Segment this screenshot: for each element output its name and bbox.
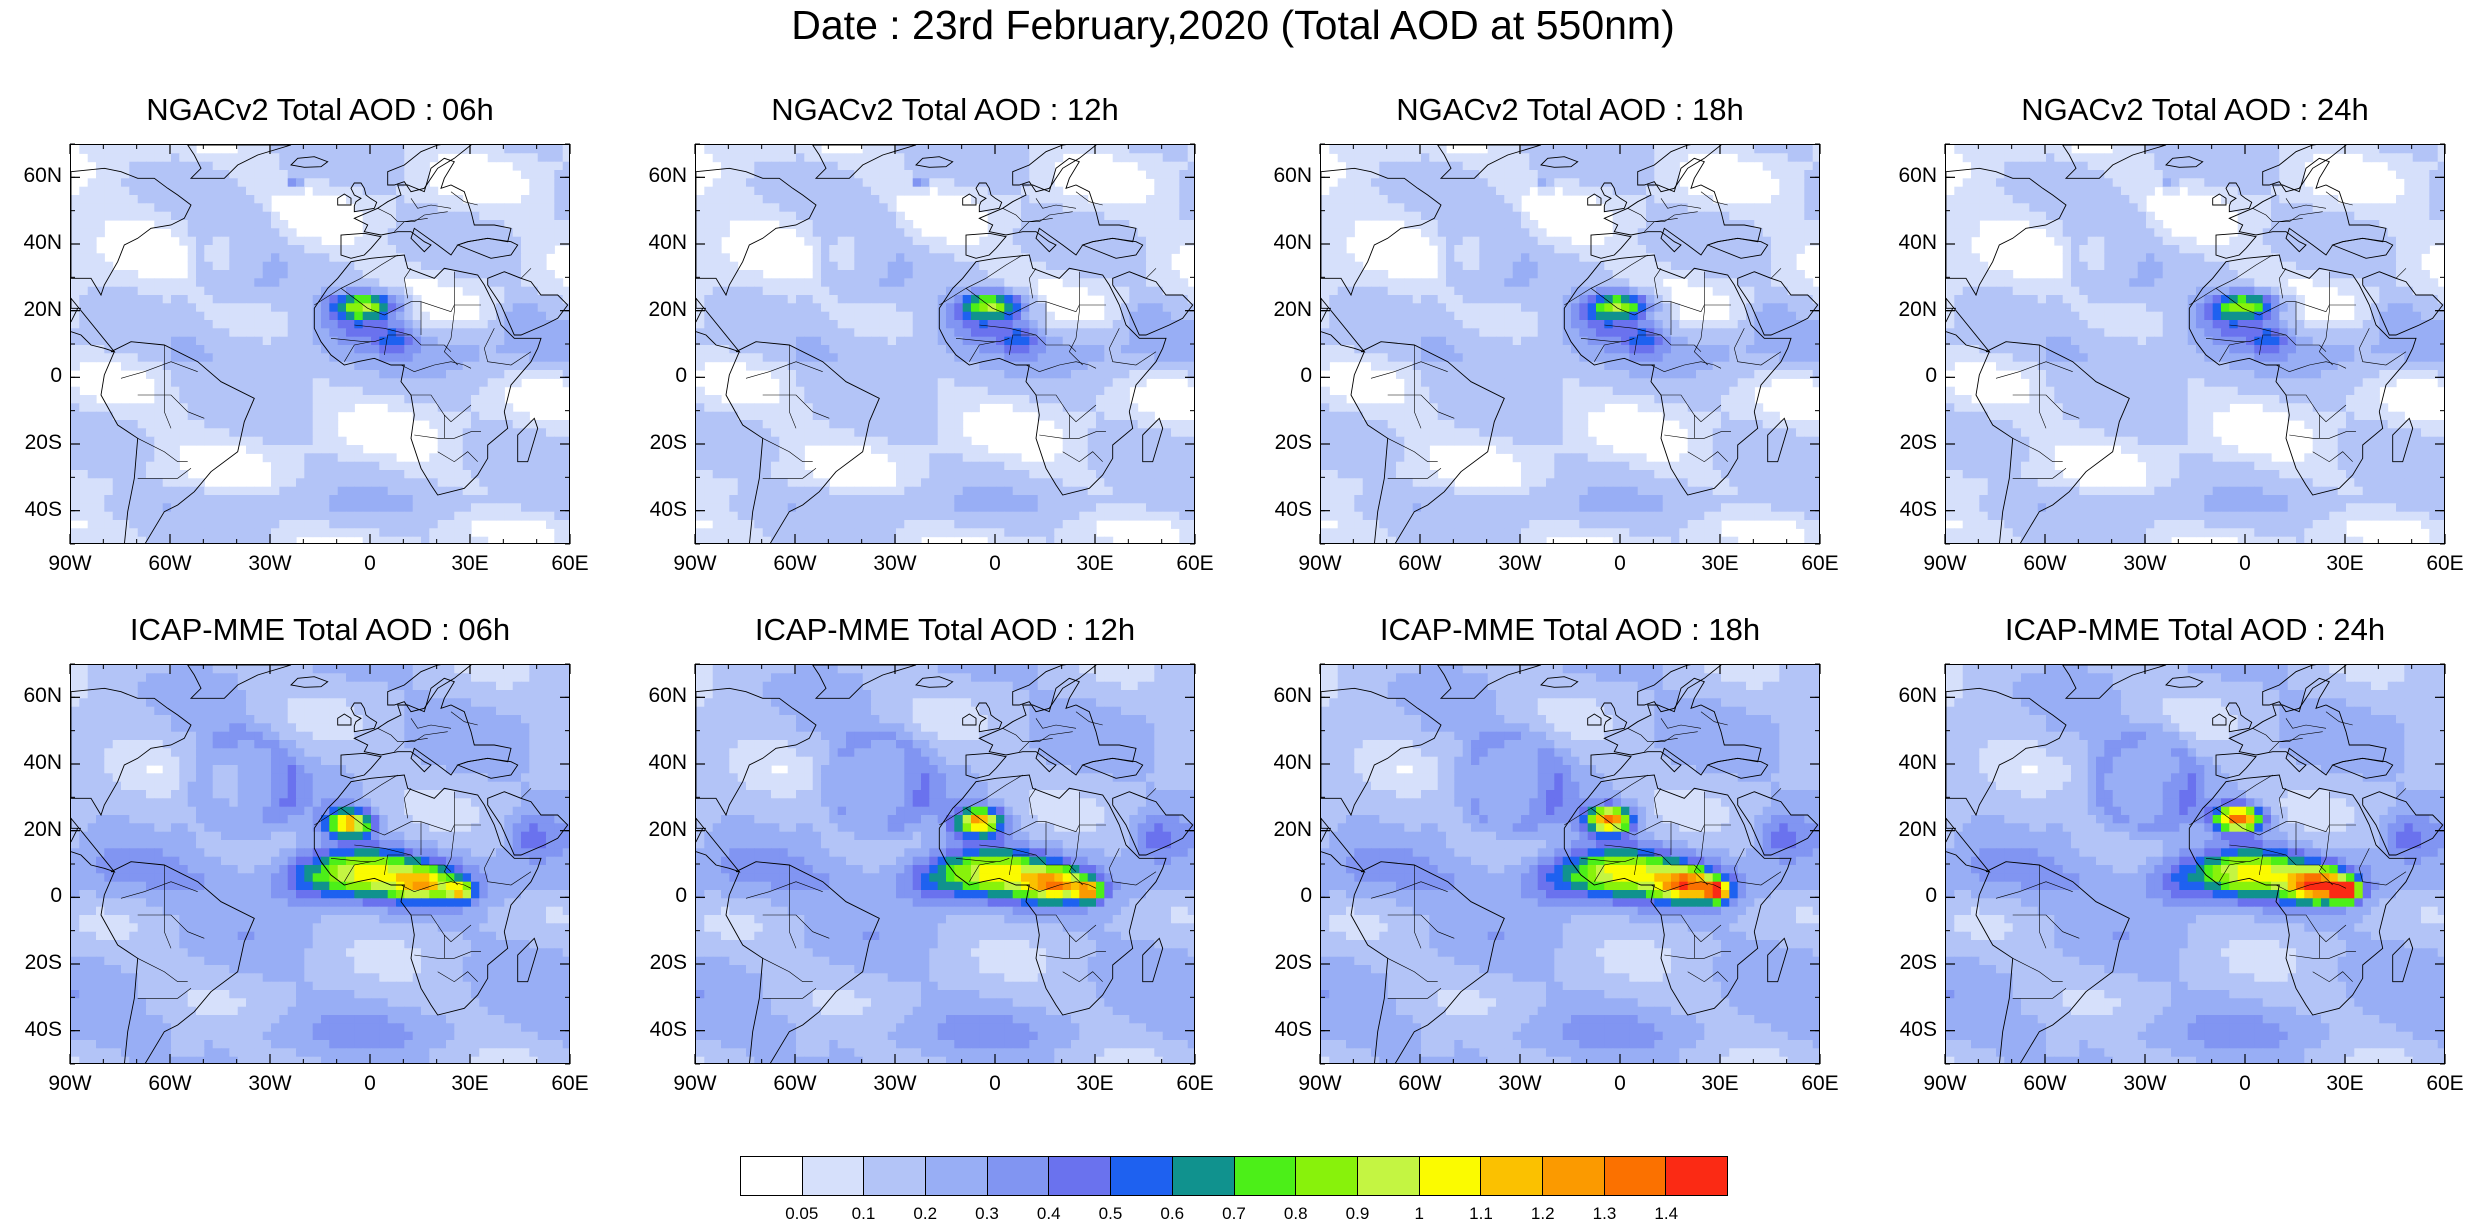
colorbar-label: 0.8 bbox=[1271, 1204, 1321, 1224]
axis-ticks bbox=[1250, 612, 1870, 1132]
colorbar-swatch bbox=[1481, 1157, 1543, 1195]
colorbar-swatch bbox=[864, 1157, 926, 1195]
axis-ticks bbox=[1250, 92, 1870, 612]
colorbar-swatch bbox=[1111, 1157, 1173, 1195]
axis-ticks bbox=[0, 612, 620, 1132]
colorbar-swatch bbox=[926, 1157, 988, 1195]
colorbar-label: 0.3 bbox=[962, 1204, 1012, 1224]
colorbar-label: 1.2 bbox=[1518, 1204, 1568, 1224]
colorbar-label: 0.1 bbox=[839, 1204, 889, 1224]
colorbar bbox=[740, 1156, 1728, 1196]
colorbar-label: 1.1 bbox=[1456, 1204, 1506, 1224]
colorbar-swatch bbox=[803, 1157, 865, 1195]
axis-ticks bbox=[1875, 92, 2466, 612]
colorbar-labels: 0.05 0.1 0.2 0.3 0.4 0.5 0.6 0.7 0.8 0.9 1 1.1 1.2 1.… bbox=[740, 1204, 1728, 1224]
colorbar-swatch bbox=[1543, 1157, 1605, 1195]
colorbar-swatch bbox=[1173, 1157, 1235, 1195]
colorbar-swatch bbox=[1296, 1157, 1358, 1195]
axis-ticks bbox=[625, 92, 1245, 612]
colorbar-label: 1.3 bbox=[1580, 1204, 1630, 1224]
colorbar-label: 0.05 bbox=[777, 1204, 827, 1224]
axis-ticks bbox=[1875, 612, 2466, 1132]
colorbar-swatch bbox=[1049, 1157, 1111, 1195]
colorbar-label: 1 bbox=[1394, 1204, 1444, 1224]
colorbar-swatch bbox=[988, 1157, 1050, 1195]
colorbar-label: 0.9 bbox=[1333, 1204, 1383, 1224]
colorbar-swatch bbox=[741, 1157, 803, 1195]
colorbar-swatch bbox=[1235, 1157, 1297, 1195]
colorbar-label: 0.2 bbox=[900, 1204, 950, 1224]
colorbar-swatch bbox=[1666, 1157, 1727, 1195]
axis-ticks bbox=[625, 612, 1245, 1132]
colorbar-swatch bbox=[1420, 1157, 1482, 1195]
colorbar-label: 0.7 bbox=[1209, 1204, 1259, 1224]
colorbar-swatch bbox=[1605, 1157, 1667, 1195]
colorbar-label: 0.4 bbox=[1024, 1204, 1074, 1224]
colorbar-label: 0.5 bbox=[1086, 1204, 1136, 1224]
axis-ticks bbox=[0, 92, 620, 612]
colorbar-label: 1.4 bbox=[1641, 1204, 1691, 1224]
colorbar-label: 0.6 bbox=[1147, 1204, 1197, 1224]
colorbar-swatch bbox=[1358, 1157, 1420, 1195]
